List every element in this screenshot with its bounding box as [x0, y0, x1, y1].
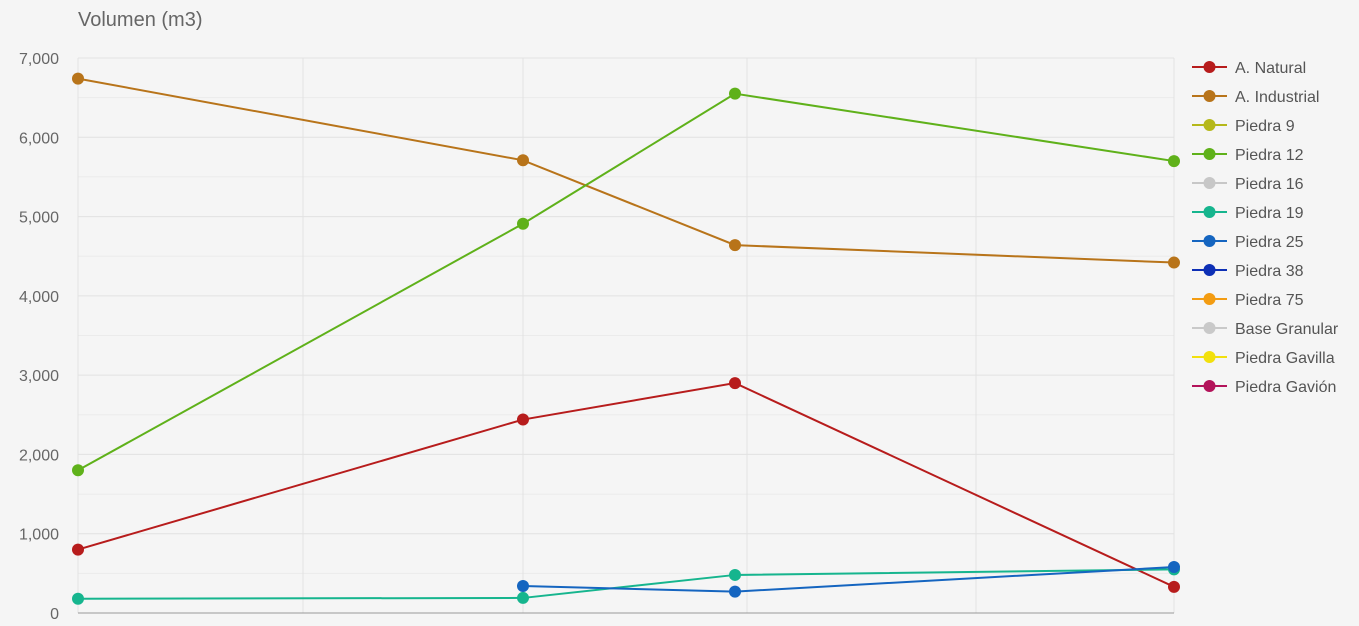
y-axis-title: Volumen (m3): [78, 9, 203, 31]
series-line: [77, 92, 1175, 472]
legend-label: A. Natural: [1235, 60, 1306, 77]
series-line: [77, 382, 1175, 588]
legend-label: Piedra 25: [1235, 234, 1304, 251]
data-point[interactable]: [729, 87, 741, 100]
data-point[interactable]: [517, 154, 529, 167]
y-tick-label: 4,000: [19, 289, 59, 306]
legend-swatch-marker: [1203, 119, 1216, 131]
legend-swatch-marker: [1203, 61, 1216, 73]
series-line: [77, 568, 1175, 600]
y-tick-label: 3,000: [19, 368, 59, 385]
legend-label: Piedra 12: [1235, 147, 1304, 164]
legend-item[interactable]: Piedra Gavión: [1192, 379, 1336, 396]
series-layer: [72, 72, 1180, 605]
legend-item[interactable]: A. Industrial: [1192, 89, 1319, 106]
legend-label: Piedra 16: [1235, 176, 1304, 193]
legend-item[interactable]: Piedra 16: [1192, 176, 1304, 193]
legend: A. Natural A. Industrial Piedra 9 Piedra 12…: [1192, 60, 1339, 396]
data-point[interactable]: [517, 580, 529, 593]
data-point[interactable]: [729, 585, 741, 598]
y-axis-ticks: 0 1,000 2,000 3,000 4,000 5,000 6,000 7,000: [19, 51, 59, 623]
legend-item[interactable]: Piedra 19: [1192, 205, 1304, 222]
series-a-natural: [72, 377, 1180, 593]
legend-swatch-marker: [1203, 264, 1216, 276]
legend-swatch-marker: [1203, 293, 1216, 305]
legend-item[interactable]: Piedra Gavilla: [1192, 350, 1335, 367]
legend-item[interactable]: Piedra 12: [1192, 147, 1304, 164]
legend-item[interactable]: Piedra 75: [1192, 292, 1304, 309]
y-tick-label: 0: [50, 606, 59, 623]
legend-label: A. Industrial: [1235, 89, 1319, 106]
legend-swatch-marker: [1203, 177, 1216, 189]
legend-swatch-marker: [1203, 206, 1216, 218]
series-a-industrial: [72, 72, 1180, 269]
grid: [77, 57, 1175, 614]
legend-swatch-marker: [1203, 322, 1216, 334]
series-piedra-12: [72, 87, 1180, 477]
y-tick-label: 2,000: [19, 447, 59, 464]
y-tick-label: 1,000: [19, 527, 59, 544]
legend-swatch-marker: [1203, 380, 1216, 392]
series-line: [77, 77, 1175, 264]
data-point[interactable]: [72, 72, 84, 85]
data-point[interactable]: [517, 217, 529, 230]
y-tick-label: 7,000: [19, 51, 59, 68]
data-point[interactable]: [72, 592, 84, 605]
data-point[interactable]: [517, 591, 529, 604]
legend-label: Piedra Gavilla: [1235, 350, 1335, 367]
series-piedra-25: [517, 561, 1180, 598]
legend-swatch-marker: [1203, 351, 1216, 363]
data-point[interactable]: [729, 377, 741, 390]
legend-label: Piedra 75: [1235, 292, 1304, 309]
data-point[interactable]: [1168, 561, 1180, 574]
data-point[interactable]: [1168, 155, 1180, 168]
legend-item[interactable]: Piedra 9: [1192, 118, 1295, 135]
legend-swatch-marker: [1203, 235, 1216, 247]
series-piedra-19: [72, 563, 1180, 605]
data-point[interactable]: [1168, 256, 1180, 269]
legend-item[interactable]: Piedra 38: [1192, 263, 1304, 280]
legend-item[interactable]: A. Natural: [1192, 60, 1306, 77]
data-point[interactable]: [729, 239, 741, 252]
y-tick-label: 5,000: [19, 210, 59, 227]
legend-label: Base Granular: [1235, 321, 1339, 338]
data-point[interactable]: [72, 543, 84, 556]
legend-label: Piedra 19: [1235, 205, 1304, 222]
data-point[interactable]: [1168, 580, 1180, 593]
legend-label: Piedra 9: [1235, 118, 1295, 135]
data-point[interactable]: [517, 413, 529, 426]
legend-item[interactable]: Piedra 25: [1192, 234, 1304, 251]
legend-label: Piedra Gavión: [1235, 379, 1336, 396]
legend-label: Piedra 38: [1235, 263, 1304, 280]
y-tick-label: 6,000: [19, 130, 59, 147]
legend-swatch-marker: [1203, 90, 1216, 102]
data-point[interactable]: [72, 464, 84, 477]
legend-swatch-marker: [1203, 148, 1216, 160]
legend-item[interactable]: Base Granular: [1192, 321, 1339, 338]
data-point[interactable]: [729, 568, 741, 581]
